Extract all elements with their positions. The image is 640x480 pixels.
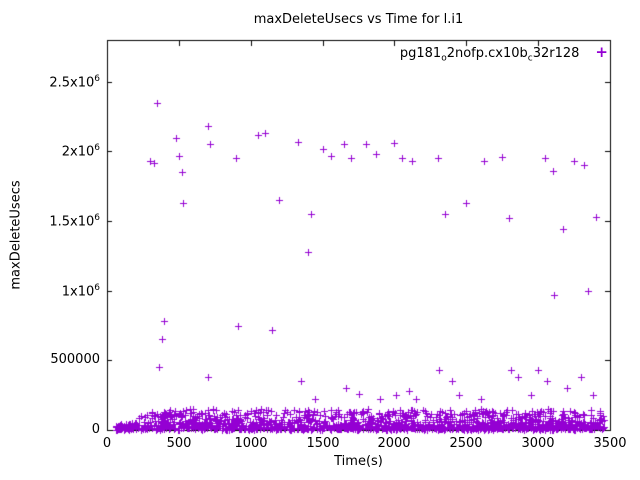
x-tick-label: 3000 bbox=[521, 436, 555, 451]
x-tick-label: 2500 bbox=[449, 436, 483, 451]
y-axis-label: maxDeleteUsecs bbox=[8, 180, 24, 290]
y-tick-label: 2x106 bbox=[61, 143, 100, 160]
y-tick-label: 500000 bbox=[50, 352, 100, 367]
chart-title: maxDeleteUsecs vs Time for l.i1 bbox=[253, 12, 464, 27]
x-axis-label: Time(s) bbox=[334, 454, 383, 469]
y-tick-label: 1x106 bbox=[61, 283, 100, 300]
legend-series-label: pg181o2nofp.cx10bc32r128 bbox=[399, 46, 580, 64]
x-tick-label: 0 bbox=[102, 436, 112, 451]
plus-marker-icon: + bbox=[595, 43, 608, 61]
x-tick-label: 500 bbox=[166, 436, 192, 451]
x-tick-label: 2000 bbox=[377, 436, 411, 451]
legend-entry: pg181o2nofp.cx10bc32r128 + bbox=[400, 45, 608, 64]
x-tick-label: 1000 bbox=[234, 436, 268, 451]
y-tick-label: 1.5x106 bbox=[49, 213, 100, 230]
x-tick-label: 3500 bbox=[593, 436, 627, 451]
x-tick-label: 1500 bbox=[306, 436, 340, 451]
y-tick-label: 2.5x106 bbox=[49, 74, 100, 91]
y-tick-label: 0 bbox=[91, 422, 100, 437]
